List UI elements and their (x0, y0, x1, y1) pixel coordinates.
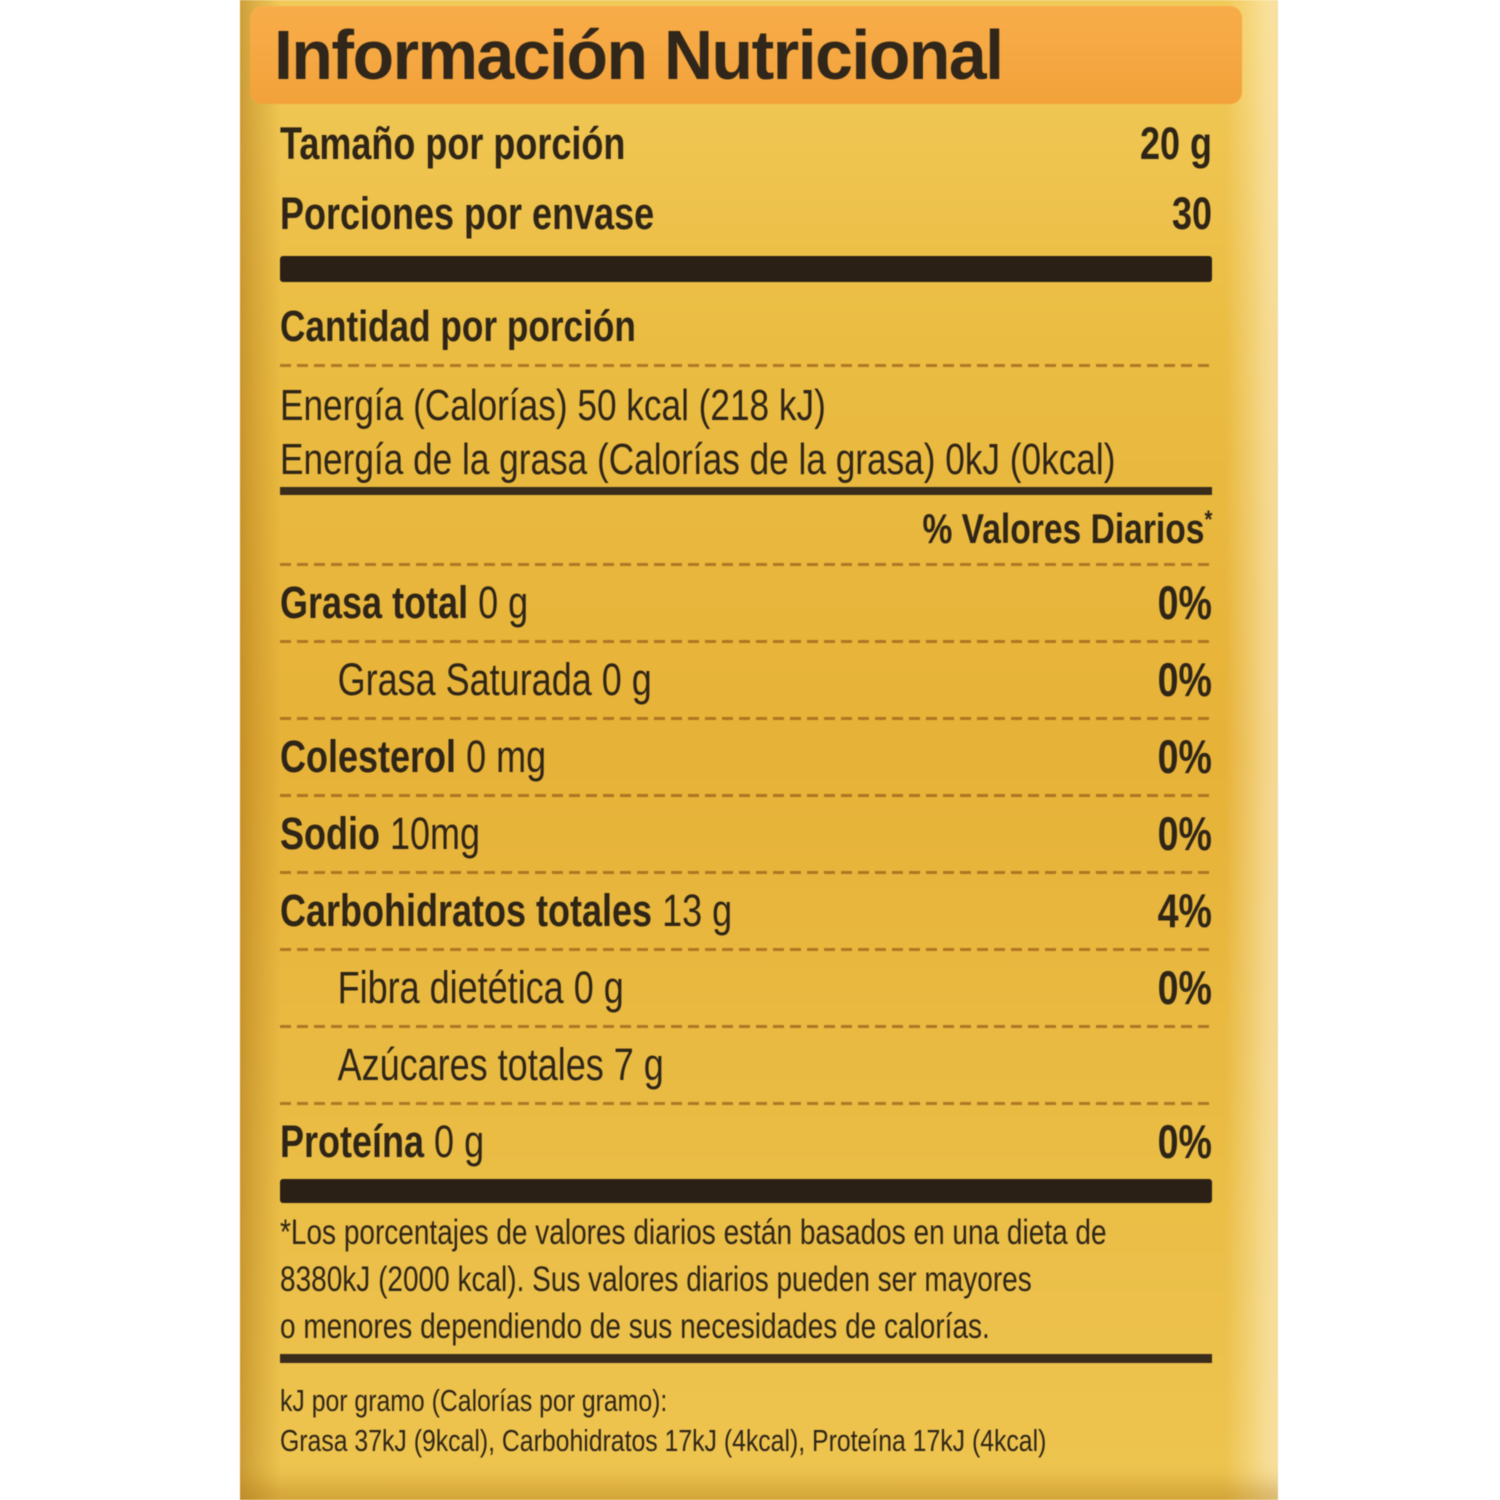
label-content: Tamaño por porción 20 g Porciones por en… (240, 118, 1278, 1461)
servings-per-container-value: 30 (1171, 188, 1212, 239)
serving-size-value: 20 g (1139, 118, 1212, 169)
energy-row: Energía (Calorías) 50 kcal (218 kJ) (280, 381, 826, 430)
divider-dashed (280, 640, 1212, 643)
divider-dashed (280, 1025, 1212, 1028)
nutrient-row-total-carbs: Carbohidratos totales 13 g 4% (280, 884, 1212, 937)
nutrient-row-dietary-fiber: Fibra dietética 0 g 0% (337, 961, 1212, 1014)
nutrient-row-saturated-fat: Grasa Saturada 0 g 0% (337, 653, 1212, 706)
nutrient-row-cholesterol: Colesterol 0 mg 0% (280, 730, 1212, 783)
divider-dashed (280, 717, 1212, 720)
nutrient-row-total-sugars: Azúcares totales 7 g (337, 1039, 664, 1090)
amount-per-serving-header: Cantidad por porción (280, 302, 636, 351)
nutrient-row-total-fat: Grasa total 0 g 0% (280, 576, 1212, 629)
servings-per-container-label: Porciones por envase (280, 188, 655, 239)
energy-fat-row: Energía de la grasa (Calorías de la gras… (280, 435, 1116, 484)
nutrient-row-protein: Proteína 0 g 0% (280, 1115, 1212, 1168)
daily-values-asterisk: * (1204, 506, 1212, 534)
divider-thick-top (280, 256, 1212, 282)
nutrition-title: Información Nutricional (274, 16, 1004, 94)
daily-values-footnote: *Los porcentajes de valores diarios está… (280, 1213, 1107, 1346)
nutrition-label: Información Nutricional Tamaño por porci… (240, 0, 1278, 1500)
divider-dashed (280, 948, 1212, 951)
header-band: Información Nutricional (250, 6, 1242, 104)
divider-medium (280, 487, 1212, 495)
daily-values-header: % Valores Diarios* (922, 505, 1212, 552)
servings-per-container-row: Porciones por envase 30 (280, 188, 1212, 240)
divider-dashed (280, 1102, 1212, 1105)
divider-dashed (280, 563, 1212, 566)
serving-size-row: Tamaño por porción 20 g (280, 118, 1212, 170)
divider-dashed (280, 794, 1212, 797)
divider-dashed (280, 364, 1212, 367)
divider-medium-bottom (280, 1354, 1212, 1363)
divider-dashed (280, 871, 1212, 874)
nutrient-row-sodium: Sodio 10mg 0% (280, 807, 1212, 860)
kj-per-gram-note: kJ por gramo (Calorías por gramo): Grasa… (280, 1383, 1047, 1458)
divider-thick-bottom (280, 1179, 1212, 1203)
serving-size-label: Tamaño por porción (280, 118, 626, 169)
